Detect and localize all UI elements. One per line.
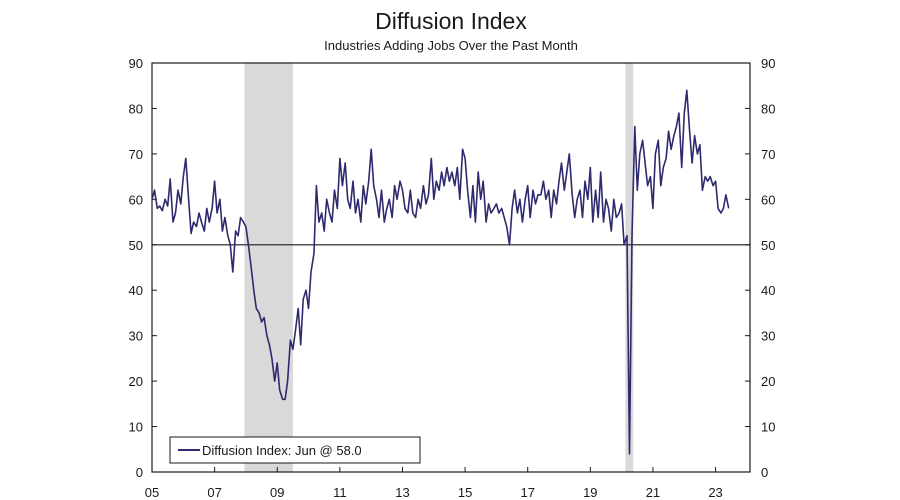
y-tick-label-right: 0 — [761, 465, 768, 480]
recession-band-1 — [625, 63, 634, 472]
y-tick-label-right: 80 — [761, 101, 775, 116]
y-tick-label-left: 10 — [129, 420, 143, 435]
legend: Diffusion Index: Jun @ 58.0 — [169, 436, 421, 464]
x-tick-label: 11 — [333, 485, 347, 500]
x-axis: 05 07 09 11 13 15 17 19 21 23 — [145, 467, 723, 500]
x-tick-label: 17 — [520, 485, 534, 500]
y-tick-label-left: 20 — [129, 374, 143, 389]
recession-band-0 — [244, 63, 293, 472]
y-tick-label-right: 20 — [761, 374, 775, 389]
x-tick-label: 19 — [583, 485, 597, 500]
y-axis-right: 0 10 20 30 40 50 60 70 80 90 — [745, 56, 775, 480]
x-tick-label: 21 — [646, 485, 660, 500]
x-tick-label: 15 — [458, 485, 472, 500]
y-tick-label-right: 30 — [761, 329, 775, 344]
y-tick-label-right: 10 — [761, 420, 775, 435]
y-tick-label-right: 50 — [761, 238, 775, 253]
y-tick-label-right: 60 — [761, 192, 775, 207]
y-tick-label-left: 30 — [129, 329, 143, 344]
y-tick-label-right: 70 — [761, 147, 775, 162]
y-tick-label-left: 90 — [129, 56, 143, 71]
recession-shading — [244, 63, 634, 472]
y-tick-label-left: 40 — [129, 283, 143, 298]
series-line-diffusion-index — [151, 89, 730, 455]
y-tick-label-left: 60 — [129, 192, 143, 207]
x-tick-label: 07 — [207, 485, 221, 500]
y-tick-label-left: 70 — [129, 147, 143, 162]
y-axis-left: 0 10 20 30 40 50 60 70 80 90 — [129, 56, 157, 480]
y-tick-label-left: 0 — [136, 465, 143, 480]
y-tick-label-right: 40 — [761, 283, 775, 298]
chart-title: Diffusion Index — [375, 8, 527, 34]
x-tick-label: 05 — [145, 485, 159, 500]
x-tick-label: 23 — [708, 485, 722, 500]
x-tick-label: 09 — [270, 485, 284, 500]
y-tick-label-left: 80 — [129, 101, 143, 116]
legend-box — [169, 436, 421, 464]
y-tick-label-left: 50 — [129, 238, 143, 253]
chart-subtitle: Industries Adding Jobs Over the Past Mon… — [324, 38, 578, 53]
legend-label: Diffusion Index: Jun @ 58.0 — [202, 443, 362, 458]
plot-frame — [151, 62, 751, 473]
x-tick-label: 13 — [395, 485, 409, 500]
y-tick-label-right: 90 — [761, 56, 775, 71]
